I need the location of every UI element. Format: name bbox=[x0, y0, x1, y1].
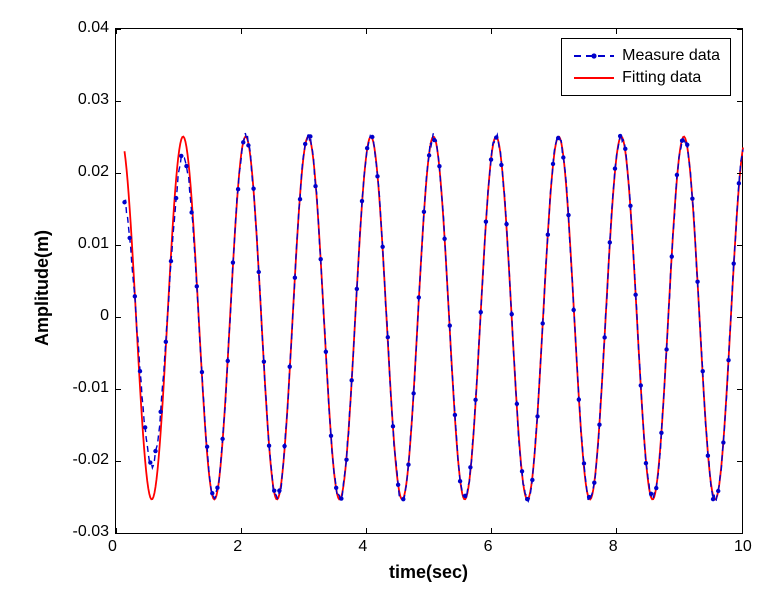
y-tick bbox=[115, 533, 121, 534]
legend-label: Fitting data bbox=[622, 69, 701, 87]
legend-swatch bbox=[572, 46, 616, 66]
y-tick bbox=[737, 101, 743, 102]
x-tick bbox=[491, 28, 492, 34]
y-tick bbox=[737, 461, 743, 462]
legend-item: Measure data bbox=[572, 45, 720, 67]
series-fitting-data bbox=[125, 137, 743, 500]
y-tick bbox=[115, 173, 121, 174]
series-measure-data bbox=[125, 132, 743, 501]
x-tick bbox=[491, 528, 492, 534]
x-tick bbox=[366, 528, 367, 534]
plot-area bbox=[115, 28, 743, 534]
y-tick bbox=[737, 245, 743, 246]
x-tick bbox=[366, 28, 367, 34]
y-tick bbox=[115, 245, 121, 246]
x-tick-label: 6 bbox=[484, 538, 493, 556]
y-tick-label: -0.02 bbox=[73, 451, 109, 469]
y-tick-label: -0.03 bbox=[73, 523, 109, 541]
x-tick-label: 10 bbox=[734, 538, 752, 556]
x-tick bbox=[616, 528, 617, 534]
x-tick-label: 4 bbox=[358, 538, 367, 556]
legend-item: Fitting data bbox=[572, 67, 720, 89]
y-tick bbox=[115, 317, 121, 318]
x-axis-label: time(sec) bbox=[389, 562, 468, 583]
series-markers-measure-data bbox=[122, 134, 741, 501]
y-tick bbox=[737, 389, 743, 390]
figure: Amplitude(m) time(sec) 0 2 4 6 8 10 -0.03 -0.02… bbox=[0, 0, 779, 608]
y-tick-label: 0.04 bbox=[78, 19, 109, 37]
x-tick-label: 2 bbox=[233, 538, 242, 556]
y-tick bbox=[115, 101, 121, 102]
legend-swatch bbox=[572, 68, 616, 88]
y-tick bbox=[737, 533, 743, 534]
x-tick-label: 0 bbox=[108, 538, 117, 556]
legend: Measure data Fitting data bbox=[561, 38, 731, 96]
y-tick bbox=[115, 461, 121, 462]
y-tick bbox=[115, 389, 121, 390]
legend-label: Measure data bbox=[622, 47, 720, 65]
x-tick bbox=[241, 28, 242, 34]
y-tick-label: 0.03 bbox=[78, 91, 109, 109]
y-tick bbox=[115, 29, 121, 30]
y-tick bbox=[737, 317, 743, 318]
y-tick bbox=[737, 29, 743, 30]
y-tick-label: 0.02 bbox=[78, 163, 109, 181]
plot-svg bbox=[116, 29, 744, 535]
y-tick-label: -0.01 bbox=[73, 379, 109, 397]
y-tick-label: 0.01 bbox=[78, 235, 109, 253]
y-tick-label: 0 bbox=[100, 307, 109, 325]
x-tick bbox=[616, 28, 617, 34]
x-tick bbox=[241, 528, 242, 534]
y-tick bbox=[737, 173, 743, 174]
x-tick-label: 8 bbox=[609, 538, 618, 556]
y-axis-label: Amplitude(m) bbox=[32, 230, 53, 346]
